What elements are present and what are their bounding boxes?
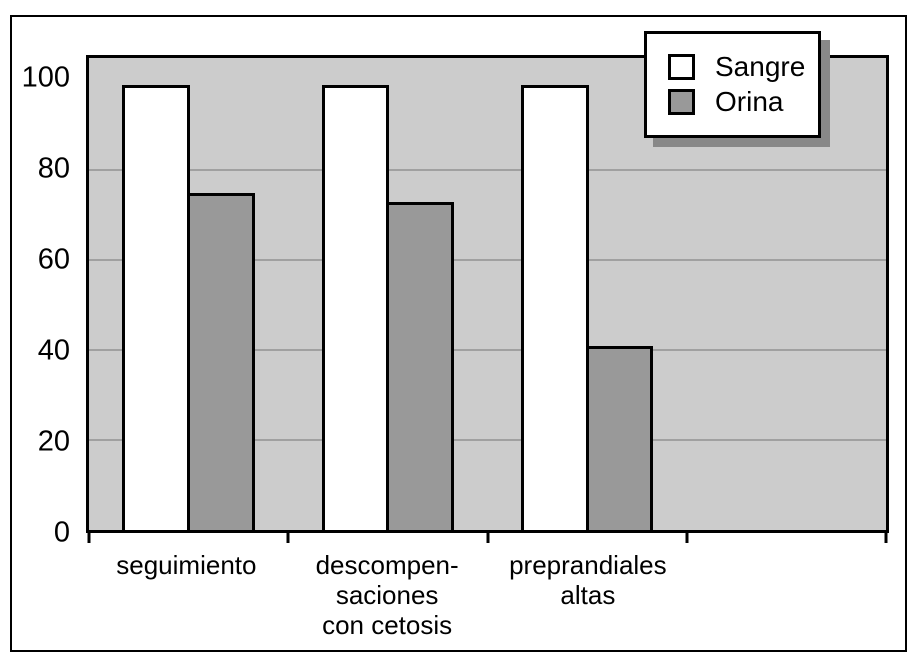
gridline	[89, 349, 886, 352]
y-tick-label: 80	[37, 152, 70, 185]
x-axis-tick	[486, 533, 489, 543]
category-label: preprandiales altas	[509, 550, 667, 610]
category-label: seguimiento	[116, 550, 257, 580]
x-axis-tick	[685, 533, 689, 543]
x-axis-tick	[87, 533, 91, 543]
bar-sangre	[321, 84, 390, 530]
x-axis-tick	[884, 533, 888, 543]
y-tick-label: 100	[21, 61, 70, 94]
gridline	[89, 259, 886, 262]
legend-item: Orina	[668, 88, 818, 116]
legend-label: Orina	[715, 86, 784, 117]
legend-swatch-sangre	[668, 54, 695, 80]
bar-orina	[585, 345, 654, 530]
y-axis-labels: 0 20 40 60 80 100	[0, 55, 74, 547]
legend-item: Sangre	[668, 53, 818, 81]
y-tick-label: 40	[37, 334, 70, 367]
category-slot	[89, 58, 288, 530]
bar-orina	[187, 192, 255, 530]
gridline	[89, 439, 886, 442]
bar-orina	[386, 201, 455, 530]
category-slot	[488, 58, 687, 530]
y-tick-label: 20	[37, 425, 70, 458]
bar-sangre	[122, 84, 191, 530]
x-axis-tick	[286, 533, 290, 543]
y-tick-label: 60	[37, 243, 70, 276]
figure-border	[10, 15, 907, 652]
slot-row	[89, 58, 886, 530]
x-axis-labels: seguimiento descompen- saciones con cetos…	[86, 550, 889, 650]
legend: Sangre Orina	[644, 31, 821, 138]
category-label: descompen- saciones con cetosis	[315, 550, 459, 640]
legend-label: Sangre	[715, 51, 806, 82]
legend-swatch-orina	[668, 89, 695, 115]
gridline	[89, 169, 886, 172]
y-tick-label: 0	[53, 516, 70, 549]
category-slot	[288, 58, 487, 530]
bar-sangre	[520, 84, 589, 530]
plot-area	[86, 55, 889, 543]
